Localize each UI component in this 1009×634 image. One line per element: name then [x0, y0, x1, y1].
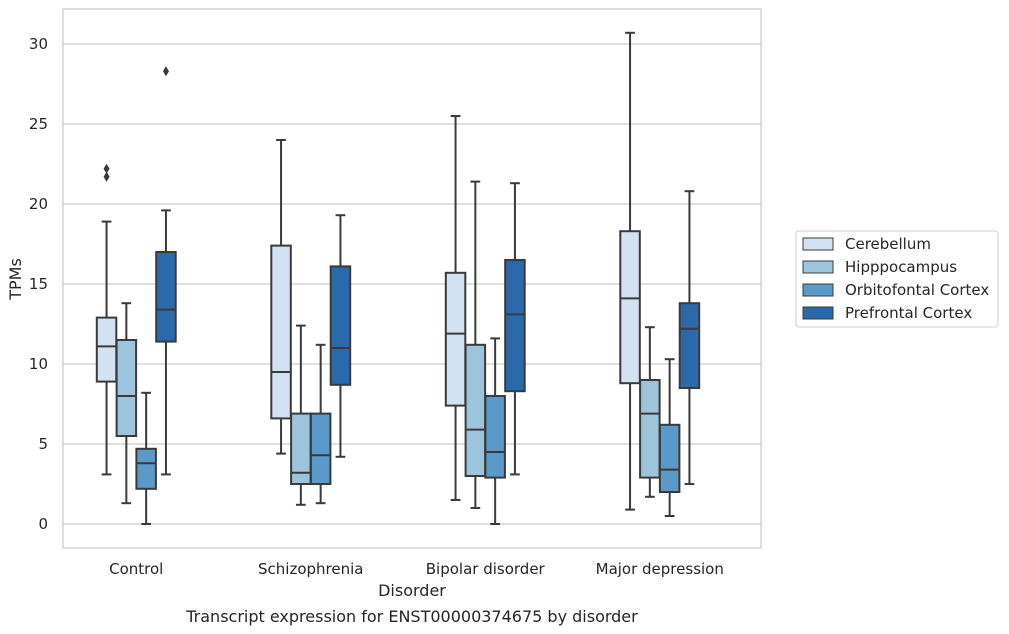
box-iqr	[658, 423, 681, 493]
x-axis-label: Disorder	[378, 581, 446, 600]
y-tick-label: 10	[29, 355, 48, 373]
box-iqr	[329, 265, 352, 386]
box-hipppocampus	[464, 180, 487, 509]
box-iqr	[270, 244, 292, 420]
box-prefrontal-cortex	[155, 66, 177, 476]
box-iqr	[444, 271, 467, 407]
box-orbitofontal-cortex	[135, 391, 157, 525]
box-cerebellum	[619, 31, 641, 511]
box-hipppocampus	[115, 302, 138, 505]
box-iqr	[619, 230, 641, 385]
outlier-point	[103, 163, 110, 174]
box-prefrontal-cortex	[504, 182, 526, 476]
box-iqr	[309, 412, 332, 486]
box-iqr	[135, 447, 157, 490]
legend-frame	[795, 230, 999, 328]
x-tick-label: Schizophrenia	[258, 560, 363, 578]
box-cerebellum	[444, 115, 467, 501]
box-iqr	[639, 379, 661, 479]
box-prefrontal-cortex	[329, 214, 352, 458]
box-hipppocampus	[290, 324, 312, 506]
legend-swatch	[802, 237, 834, 251]
legend-swatch	[802, 283, 834, 297]
y-tick-label: 5	[38, 435, 48, 453]
x-axis-ticks: Control Schizophrenia Bipolar disorder Majo…	[109, 560, 724, 578]
y-tick-label: 30	[29, 35, 48, 53]
y-tick-label: 0	[38, 515, 48, 533]
y-tick-label: 20	[29, 195, 48, 213]
box-cerebellum	[270, 139, 292, 455]
legend-label: Cerebellum	[845, 235, 931, 253]
legend-label: Prefrontal Cortex	[845, 304, 972, 322]
grid-lines	[63, 43, 761, 525]
legend-label: Hipppocampus	[845, 258, 957, 276]
box-iqr	[95, 316, 118, 383]
chart-caption: Transcript expression for ENST0000037467…	[185, 607, 638, 626]
box-orbitofontal-cortex	[309, 343, 332, 505]
y-tick-label: 15	[29, 275, 48, 293]
box-iqr	[464, 343, 487, 477]
box-groups	[95, 31, 701, 525]
box-iqr	[678, 302, 701, 390]
legend-swatch	[802, 260, 834, 274]
y-axis-ticks: 0 5 10 15 20 25 30	[29, 35, 48, 533]
box-iqr	[155, 251, 177, 343]
box-orbitofontal-cortex	[658, 358, 681, 517]
legend: Cerebellum Hipppocampus Orbitofontal Corte…	[795, 230, 999, 328]
x-tick-label: Control	[109, 560, 163, 578]
y-axis-label: TPMs	[6, 258, 25, 301]
box-iqr	[504, 259, 526, 393]
outlier-point	[162, 66, 169, 77]
box-orbitofontal-cortex	[484, 337, 506, 525]
x-tick-label: Bipolar disorder	[426, 560, 546, 578]
box-prefrontal-cortex	[678, 190, 701, 485]
x-tick-label: Major depression	[596, 560, 724, 578]
legend-label: Orbitofontal Cortex	[845, 281, 989, 299]
plot-frame	[62, 8, 762, 549]
box-iqr	[484, 395, 506, 479]
y-tick-label: 25	[29, 115, 48, 133]
box-hipppocampus	[639, 326, 661, 498]
legend-swatch	[802, 306, 834, 320]
box-cerebellum	[95, 163, 118, 476]
box-iqr	[115, 339, 138, 437]
outlier-point	[103, 171, 110, 182]
